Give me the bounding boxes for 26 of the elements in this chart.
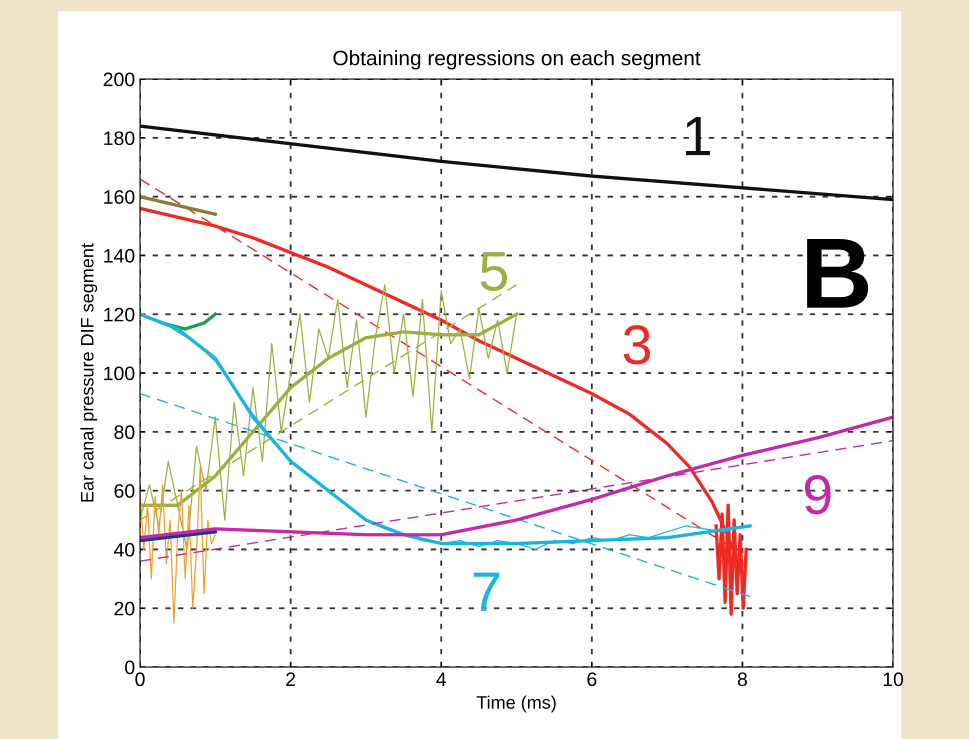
y-tick-label: 40 bbox=[114, 542, 134, 557]
y-tick-label: 80 bbox=[114, 425, 134, 440]
series-label: 5 bbox=[480, 252, 508, 291]
x-tick-label: 4 bbox=[436, 672, 446, 686]
chart-title: Obtaining regressions on each segment bbox=[333, 50, 701, 70]
x-tick-label: 2 bbox=[286, 672, 296, 686]
y-axis-title: Ear canal pressure DIF segment bbox=[80, 243, 98, 502]
x-tick-label: 8 bbox=[738, 672, 747, 686]
series-label: 3 bbox=[624, 325, 650, 364]
x-axis-title: Time (ms) bbox=[476, 696, 556, 712]
x-tick-label: 10 bbox=[884, 672, 904, 686]
series-label: 1 bbox=[686, 116, 710, 156]
y-tick-label: 60 bbox=[114, 484, 134, 498]
annotation: B bbox=[807, 238, 868, 308]
y-tick-label: 0 bbox=[125, 660, 134, 674]
y-tick-label: 100 bbox=[104, 366, 134, 380]
y-tick-label: 180 bbox=[104, 131, 134, 146]
y-tick-label: 140 bbox=[104, 248, 134, 263]
y-tick-label: 200 bbox=[104, 72, 134, 86]
series-label: 7 bbox=[474, 572, 500, 611]
y-tick-label: 160 bbox=[104, 190, 134, 204]
x-tick-label: 0 bbox=[135, 672, 145, 686]
series-label: 9 bbox=[804, 475, 831, 514]
x-tick-label: 6 bbox=[587, 672, 596, 686]
y-tick-label: 120 bbox=[104, 308, 134, 322]
y-tick-label: 20 bbox=[114, 602, 134, 616]
